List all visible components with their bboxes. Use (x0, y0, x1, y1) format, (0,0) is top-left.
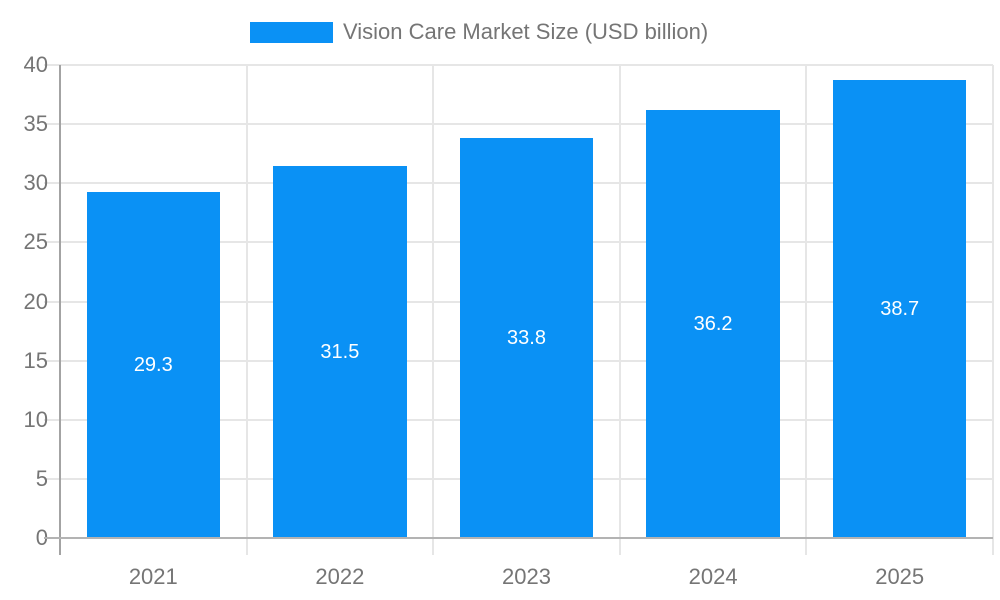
y-axis-line (59, 65, 61, 555)
y-tick-label: 40 (23, 52, 48, 77)
bar (832, 80, 967, 538)
legend-label: Vision Care Market Size (USD billion) (343, 19, 709, 44)
x-tick-label: 2021 (128, 564, 178, 589)
gridline-horizontal (44, 123, 993, 126)
gridline-vertical (992, 65, 994, 555)
x-tick-label: 2022 (315, 564, 365, 589)
bar-value-label: 31.5 (320, 340, 360, 363)
y-tick-label: 25 (23, 229, 48, 255)
x-tick-label: 2024 (688, 564, 738, 589)
bar (273, 165, 407, 538)
gridline-vertical (618, 65, 621, 555)
y-tick-label: 5 (35, 465, 48, 491)
y-tick-label: 35 (23, 111, 48, 137)
y-tick-label: 20 (23, 288, 48, 314)
x-tick-label: 2023 (502, 564, 551, 589)
bar (86, 191, 220, 538)
bar-value-label: 29.3 (133, 353, 173, 376)
y-tick-label: 0 (35, 525, 48, 550)
bar-value-label: 38.7 (880, 298, 920, 321)
bar (646, 109, 780, 538)
x-axis-line (44, 537, 993, 539)
legend: Vision Care Market Size (USD billion) (250, 21, 708, 43)
legend-swatch (250, 21, 333, 43)
y-tick-label: 30 (23, 170, 48, 196)
x-tick-label: 2025 (875, 564, 925, 589)
bar (459, 138, 594, 538)
y-tick-label: 15 (23, 347, 48, 373)
gridline-vertical (805, 65, 808, 555)
gridline-horizontal (44, 64, 993, 66)
bar-value-label: 36.2 (693, 312, 733, 335)
y-tick-label: 10 (23, 406, 48, 432)
gridline-vertical (432, 65, 435, 555)
gridline-vertical (245, 65, 248, 555)
bar-value-label: 33.8 (507, 327, 546, 350)
